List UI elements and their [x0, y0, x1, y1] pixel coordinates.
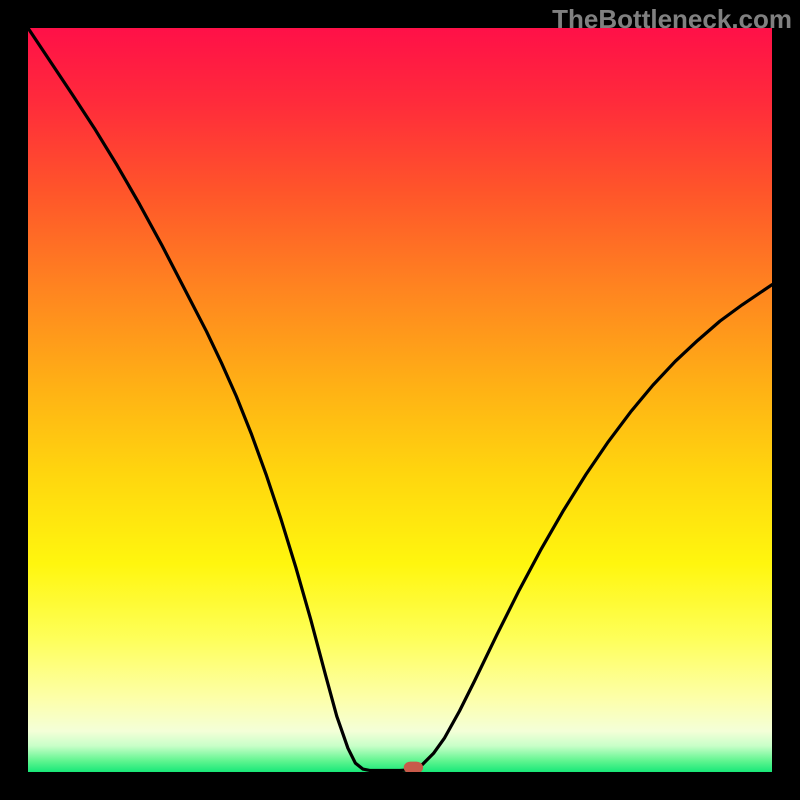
watermark: TheBottleneck.com — [552, 4, 792, 35]
optimal-point-marker — [404, 762, 423, 772]
chart-background — [28, 28, 772, 772]
